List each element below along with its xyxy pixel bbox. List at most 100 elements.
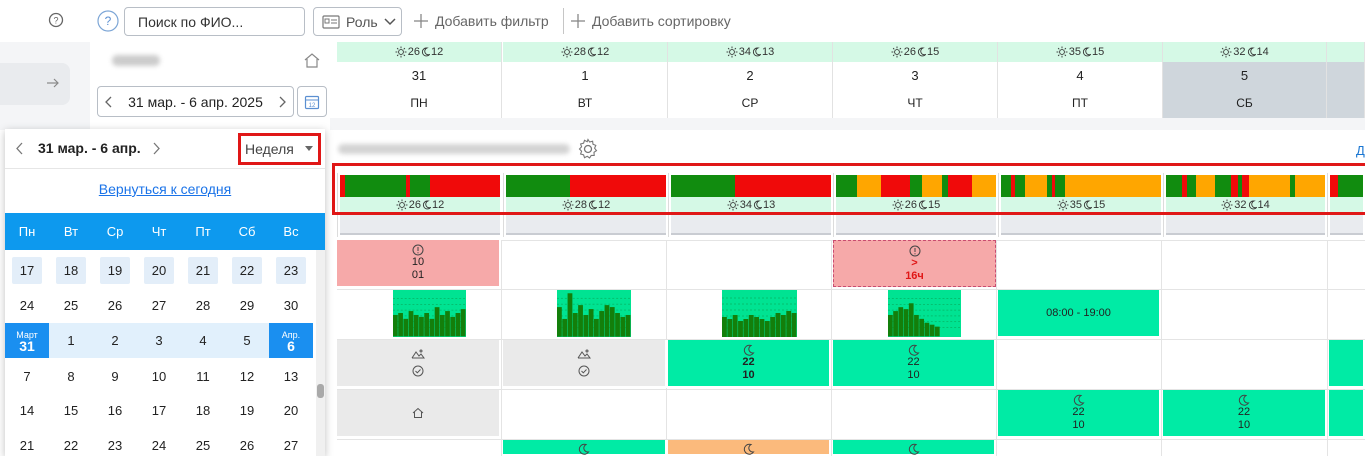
day-header[interactable]: 35 15 4 ПТ	[998, 42, 1163, 118]
shift-cell[interactable]: 22 10	[833, 340, 996, 388]
activity-bar[interactable]	[1001, 175, 1161, 197]
calendar-day[interactable]: 17	[151, 403, 167, 418]
calendar-day[interactable]: 27	[283, 438, 299, 453]
day-header[interactable]: 26 12 31 ПН	[337, 42, 502, 118]
scrollbar-thumb[interactable]	[317, 384, 324, 398]
calendar-day[interactable]: 25	[63, 298, 79, 313]
calendar-day[interactable]: 12	[239, 369, 255, 384]
calendar-day[interactable]: 20	[137, 253, 181, 288]
blurred-subtitle	[338, 144, 570, 154]
calendar-day-end[interactable]: Апр. 6	[269, 323, 313, 358]
calendar-day[interactable]: 19	[239, 403, 255, 418]
calendar-day[interactable]: 11	[196, 369, 210, 384]
shift-cell[interactable]: 10 01	[337, 240, 501, 288]
question-circle-icon[interactable]: ?	[97, 10, 119, 32]
calendar-day[interactable]: 22	[225, 253, 269, 288]
calendar-button[interactable]: 12	[297, 86, 327, 117]
shift-cell[interactable]: 22 10	[998, 390, 1161, 438]
day-header[interactable]	[1327, 42, 1365, 118]
calendar-day[interactable]: 18	[49, 253, 93, 288]
calendar-day[interactable]: 25	[195, 438, 211, 453]
calendar-day[interactable]: 7	[23, 369, 31, 384]
shift-cell[interactable]	[503, 340, 667, 388]
period-selector[interactable]: 31 мар. - 6 апр. 2025	[97, 86, 294, 117]
calendar-day[interactable]: 5	[225, 323, 269, 358]
temp-high: 34	[739, 198, 752, 211]
calendar-day[interactable]: 14	[19, 403, 35, 418]
check-circle-icon	[578, 365, 590, 377]
day-header[interactable]: 32 14 5 СБ	[1163, 42, 1327, 118]
calendar-day[interactable]: 17	[5, 253, 49, 288]
calendar-day[interactable]: 23	[269, 253, 313, 288]
calendar-day[interactable]: 20	[283, 403, 299, 418]
shift-cell[interactable]: 22 10	[668, 340, 831, 388]
calendar-day[interactable]: 1	[49, 323, 93, 358]
calendar-day[interactable]: 24	[19, 298, 35, 313]
activity-bar[interactable]	[1166, 175, 1325, 197]
activity-bar[interactable]	[671, 175, 831, 197]
add-filter-button[interactable]: Добавить фильтр	[413, 10, 549, 32]
scrollbar-track[interactable]	[316, 250, 325, 456]
moon-icon	[743, 443, 755, 455]
shift-cell[interactable]	[1329, 390, 1365, 438]
shift-cell[interactable]: > 16ч	[833, 240, 996, 287]
day-header[interactable]: 26 15 3 ЧТ	[833, 42, 998, 118]
calendar-day[interactable]: 24	[151, 438, 167, 453]
calendar-day-start[interactable]: Март 31	[5, 323, 49, 358]
activity-bar[interactable]	[506, 175, 666, 197]
temp-low: 15	[1092, 46, 1105, 58]
calendar-day[interactable]: 15	[63, 403, 79, 418]
calendar-day[interactable]: 21	[19, 438, 35, 453]
calendar-day[interactable]: 18	[195, 403, 211, 418]
calendar-day[interactable]: 27	[151, 298, 167, 313]
calendar-day[interactable]: 30	[283, 298, 299, 313]
chevron-left-icon[interactable]	[15, 142, 23, 155]
gear-icon[interactable]	[577, 138, 599, 160]
chevron-left-icon[interactable]	[104, 96, 112, 108]
shift-cell[interactable]	[833, 440, 996, 456]
side-link[interactable]: Д	[1356, 143, 1365, 158]
calendar-day[interactable]: 26	[239, 438, 255, 453]
help-circle-icon[interactable]: ?	[48, 12, 64, 28]
shift-cell[interactable]	[337, 390, 501, 438]
calendar-day[interactable]: 19	[93, 253, 137, 288]
day-header[interactable]: 28 12 1 ВТ	[503, 42, 668, 118]
shift-cell[interactable]: 08:00 - 19:00	[998, 290, 1161, 338]
activity-bar[interactable]	[836, 175, 996, 197]
back-to-today-link[interactable]: Вернуться к сегодня	[98, 181, 232, 197]
role-filter-button[interactable]: Роль	[313, 7, 402, 36]
calendar-day[interactable]: 26	[107, 298, 123, 313]
calendar-day[interactable]: 22	[63, 438, 79, 453]
search-input[interactable]	[124, 7, 305, 36]
calendar-day[interactable]: 29	[239, 298, 255, 313]
calendar-day[interactable]: 3	[137, 323, 181, 358]
bar-segment	[344, 175, 406, 197]
shift-cell[interactable]: 22 10	[1163, 390, 1327, 438]
add-sort-button[interactable]: Добавить сортировку	[570, 10, 731, 32]
calendar-day[interactable]: 4	[181, 323, 225, 358]
calendar-day[interactable]: 13	[283, 369, 299, 384]
calendar-day[interactable]: 21	[181, 253, 225, 288]
shift-cell[interactable]	[668, 440, 831, 456]
calendar-day[interactable]: 28	[195, 298, 211, 313]
home-icon[interactable]	[304, 53, 320, 68]
temp-low: 12	[431, 46, 444, 58]
calendar-day[interactable]: 2	[93, 323, 137, 358]
moon-icon	[1238, 394, 1250, 406]
calendar-day[interactable]: 16	[107, 403, 123, 418]
shift-cell[interactable]	[503, 440, 667, 456]
calendar-day[interactable]: 8	[67, 369, 75, 384]
calendar-day[interactable]: 9	[111, 369, 119, 384]
summary-cell: 26 15	[833, 173, 998, 237]
activity-bar[interactable]	[340, 175, 500, 197]
expand-button[interactable]	[0, 63, 70, 105]
view-select[interactable]: Неделя	[238, 133, 321, 165]
chevron-right-icon[interactable]	[153, 142, 161, 155]
separator-band	[330, 118, 1365, 130]
calendar-day[interactable]: 23	[107, 438, 123, 453]
shift-cell[interactable]	[337, 340, 501, 388]
shift-cell[interactable]	[1329, 340, 1365, 388]
day-header[interactable]: 34 13 2 СР	[668, 42, 833, 118]
calendar-day[interactable]: 10	[151, 369, 167, 384]
chevron-right-icon[interactable]	[279, 96, 287, 108]
